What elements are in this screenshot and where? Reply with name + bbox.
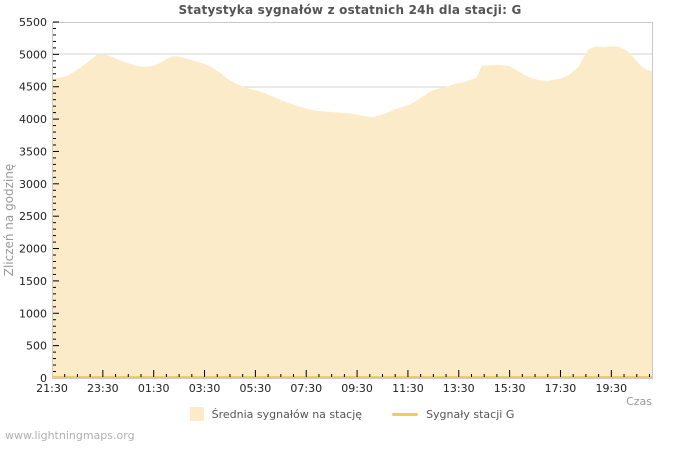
y-tick-label: 5500 bbox=[19, 16, 47, 29]
y-tick-label: 3000 bbox=[19, 178, 47, 191]
x-tick-label: 07:30 bbox=[290, 382, 322, 395]
area-series bbox=[52, 46, 652, 379]
legend-label-average: Średnia sygnałów na stację bbox=[211, 407, 363, 421]
y-tick-label: 3500 bbox=[19, 145, 47, 158]
y-tick-label: 1000 bbox=[19, 307, 47, 320]
y-tick-label: 2500 bbox=[19, 210, 47, 223]
x-tick-label: 01:30 bbox=[138, 382, 170, 395]
legend-label-station: Sygnały stacji G bbox=[426, 407, 515, 421]
y-tick-label: 0 bbox=[40, 372, 47, 385]
y-tick-label: 500 bbox=[26, 340, 47, 353]
y-tick-label: 4500 bbox=[19, 81, 47, 94]
x-axis-title: Czas bbox=[626, 395, 652, 408]
x-tick-label: 03:30 bbox=[189, 382, 221, 395]
x-tick-label: 15:30 bbox=[494, 382, 526, 395]
y-tick-label: 4000 bbox=[19, 113, 47, 126]
watermark-link: www.lightningmaps.org bbox=[5, 429, 135, 442]
area-swatch-icon bbox=[189, 407, 204, 421]
legend-item-average: Średnia sygnałów na stację bbox=[189, 407, 363, 421]
y-tick-label: 5000 bbox=[19, 48, 47, 61]
x-tick-label: 09:30 bbox=[341, 382, 373, 395]
x-tick-label: 13:30 bbox=[443, 382, 475, 395]
x-tick-label: 05:30 bbox=[240, 382, 272, 395]
plot-border bbox=[52, 22, 653, 379]
y-tick-label: 1500 bbox=[19, 275, 47, 288]
legend-item-station: Sygnały stacji G bbox=[392, 408, 514, 421]
x-tick-label: 21:30 bbox=[36, 382, 68, 395]
x-tick-label: 23:30 bbox=[87, 382, 119, 395]
line-swatch-icon bbox=[392, 412, 419, 416]
chart-legend: Średnia sygnałów na stację Sygnały stacj… bbox=[52, 407, 652, 421]
x-tick-label: 11:30 bbox=[392, 382, 424, 395]
x-tick-label: 19:30 bbox=[595, 382, 627, 395]
y-axis-title: Zliczeń na godzinę bbox=[2, 164, 16, 277]
y-tick-label: 2000 bbox=[19, 243, 47, 256]
x-tick-label: 17:30 bbox=[545, 382, 577, 395]
chart-title: Statystyka sygnałów z ostatnich 24h dla … bbox=[178, 3, 522, 17]
